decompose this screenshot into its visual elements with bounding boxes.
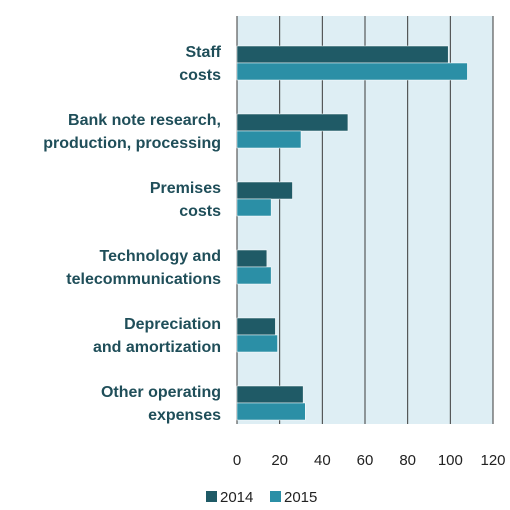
bar-2015-1 (236, 130, 302, 149)
bars (236, 45, 468, 421)
bar-2014-0 (236, 45, 449, 64)
x-tick-label-80: 80 (399, 452, 416, 469)
bar-2014-3 (236, 249, 268, 268)
x-tick-label-120: 120 (480, 452, 505, 469)
x-tick-label-40: 40 (314, 452, 331, 469)
bar-2015-3 (236, 266, 272, 285)
category-label-2: Premises costs (150, 180, 221, 220)
x-tick-label-20: 20 (271, 452, 288, 469)
bar-2015-2 (236, 198, 272, 217)
legend-label-2014: 2014 (220, 489, 253, 506)
category-label-0: Staff costs (179, 44, 221, 84)
x-tick-label-100: 100 (438, 452, 463, 469)
legend-swatch-2015 (270, 491, 281, 502)
x-tick-labels: 0 20 40 60 80 100 120 (233, 452, 506, 469)
category-label-3: Technology and telecommunications (66, 248, 221, 288)
legend-swatch-2014 (206, 491, 217, 502)
category-label-5: Other operating expenses (101, 384, 221, 424)
bar-2015-4 (236, 334, 278, 353)
bar-2014-5 (236, 385, 304, 404)
x-tick-label-60: 60 (357, 452, 374, 469)
bar-2015-0 (236, 62, 468, 81)
bar-2014-2 (236, 181, 293, 200)
category-label-4: Depreciation and amortization (93, 316, 221, 356)
gridlines (236, 16, 494, 424)
x-tick-label-0: 0 (233, 452, 241, 469)
legend: 2014 2015 (206, 489, 317, 506)
bar-2014-4 (236, 317, 276, 336)
bar-2014-1 (236, 113, 349, 132)
category-label-1: Bank note research, production, processin… (43, 112, 221, 152)
bar-2015-5 (236, 402, 306, 421)
category-labels: Staff costs Bank note research, production,… (43, 44, 221, 424)
legend-label-2015: 2015 (284, 489, 317, 506)
